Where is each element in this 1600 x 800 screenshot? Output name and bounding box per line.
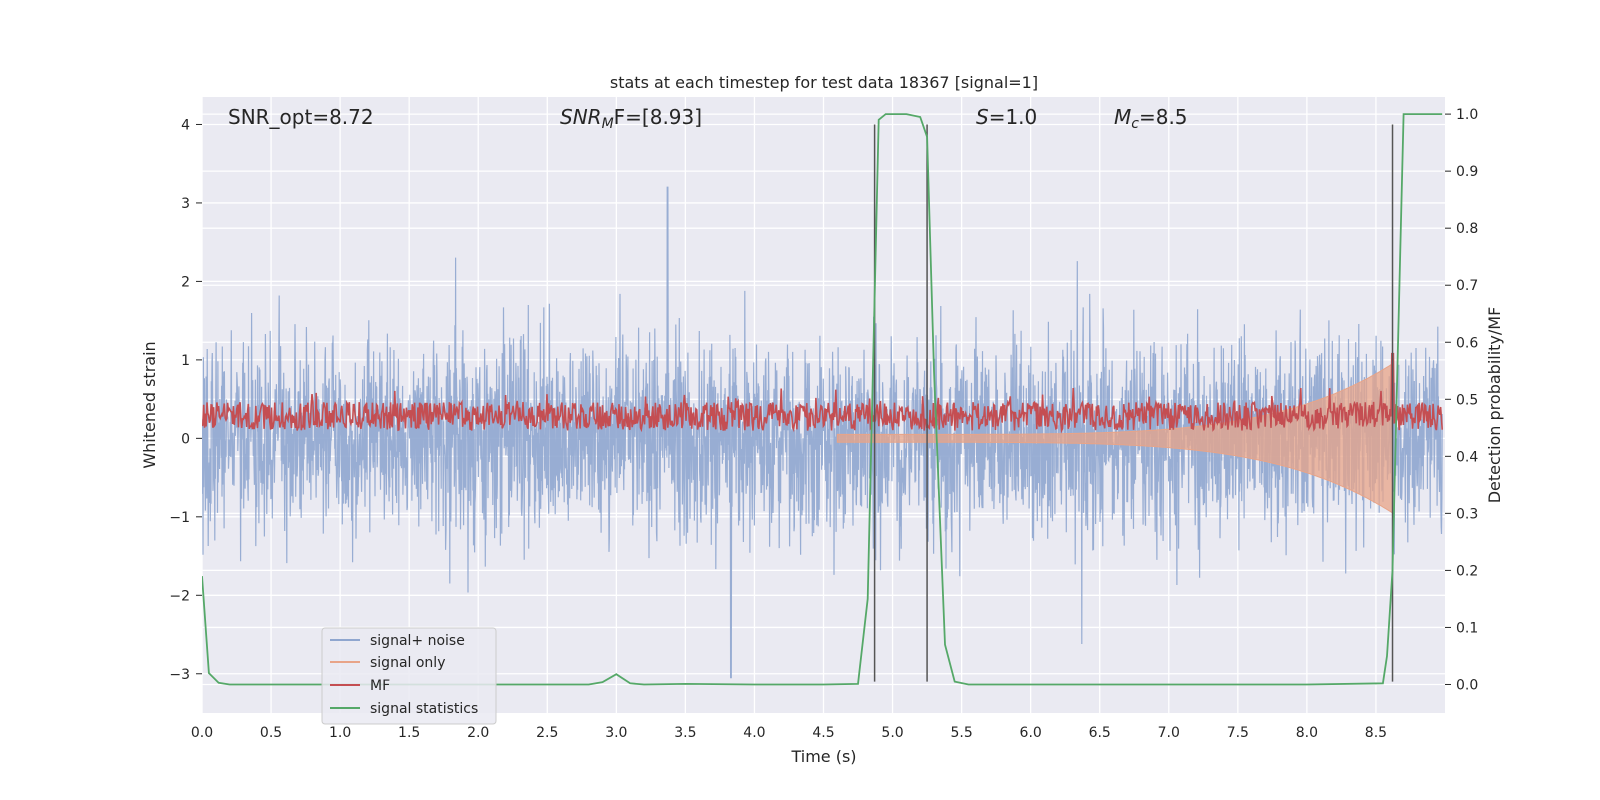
- x-tick-labels: 0.0 0.5 1.0 1.5 2.0 2.5 3.0 3.5 4.0 4.5 5.0 5.5 6.0 6…: [191, 725, 1387, 741]
- vertical-markers: [873, 124, 1394, 682]
- y-tick-label: 4: [181, 117, 190, 133]
- y-tick-label: −1: [169, 510, 190, 526]
- x-tick-label: 3.0: [605, 725, 627, 741]
- y-tick-label-right: 0.8: [1456, 221, 1478, 237]
- x-tick-label: 8.0: [1296, 725, 1318, 741]
- x-tick-label: 6.0: [1020, 725, 1042, 741]
- x-tick-label: 2.5: [536, 725, 558, 741]
- x-tick-label: 2.0: [467, 725, 489, 741]
- y-tick-label: 0: [181, 431, 190, 447]
- y-tick-label: 2: [181, 274, 190, 290]
- annotation-snr-mf: SNRMF=[8.93]: [560, 105, 702, 132]
- y-tick-label-right: 0.1: [1456, 620, 1478, 636]
- annotation-s: S=1.0: [976, 105, 1037, 129]
- x-tick-label: 6.5: [1089, 725, 1111, 741]
- series-signal-noise: [202, 186, 1443, 679]
- x-tick-label: 4.0: [743, 725, 765, 741]
- y-tick-label: −3: [169, 667, 190, 683]
- y-tick-label: −2: [169, 588, 190, 604]
- x-tick-label: 7.5: [1227, 725, 1249, 741]
- y-tick-label: 1: [181, 353, 190, 369]
- x-tick-label: 4.5: [812, 725, 834, 741]
- y-tick-label: 3: [181, 196, 190, 212]
- y-tick-label-right: 0.7: [1456, 278, 1478, 294]
- y-tick-label-right: 0.0: [1456, 677, 1478, 693]
- x-tick-label: 0.0: [191, 725, 213, 741]
- x-tick-label: 8.5: [1365, 725, 1387, 741]
- x-tick-label: 1.5: [398, 725, 420, 741]
- annotation-snr-opt: SNR_opt=8.72: [228, 105, 374, 129]
- x-tick-label: 7.0: [1158, 725, 1180, 741]
- y-axis-label-right: Detection probability/MF: [1485, 307, 1504, 504]
- legend-label-mf: MF: [370, 678, 390, 694]
- y-tick-label-right: 0.6: [1456, 335, 1478, 351]
- legend: signal+ noise signal only MF signal stat…: [321, 627, 497, 725]
- x-tick-label: 5.0: [881, 725, 903, 741]
- legend-label-signal-only: signal only: [370, 655, 445, 671]
- annotation-mc: Mc=8.5: [1114, 105, 1188, 132]
- legend-box: [321, 627, 497, 725]
- x-axis-label: Time (s): [790, 747, 856, 766]
- x-tick-label: 0.5: [260, 725, 282, 741]
- x-tick-label: 1.0: [329, 725, 351, 741]
- y-tick-label-right: 0.2: [1456, 563, 1478, 579]
- y-tick-labels-right: 1.0 0.9 0.8 0.7 0.6 0.5 0.4 0.3 0.2 0.1 0.0: [1445, 107, 1478, 693]
- y-axis-label: Whitened strain: [140, 341, 159, 468]
- chart-title: stats at each timestep for test data 183…: [610, 73, 1038, 92]
- x-tick-label: 5.5: [950, 725, 972, 741]
- y-grid-left: [202, 123, 1445, 675]
- series-mf: [202, 352, 1443, 434]
- y-tick-label-right: 0.4: [1456, 449, 1478, 465]
- y-tick-label-right: 0.9: [1456, 164, 1478, 180]
- y-tick-labels: 4 3 2 1 0 −1 −2 −3: [169, 117, 202, 683]
- legend-label-signal-noise: signal+ noise: [370, 633, 465, 649]
- legend-label-signal-statistics: signal statistics: [370, 701, 478, 717]
- x-tick-label: 3.5: [674, 725, 696, 741]
- y-tick-label-right: 0.3: [1456, 506, 1478, 522]
- y-tick-label-right: 1.0: [1456, 107, 1478, 123]
- y-tick-label-right: 0.5: [1456, 392, 1478, 408]
